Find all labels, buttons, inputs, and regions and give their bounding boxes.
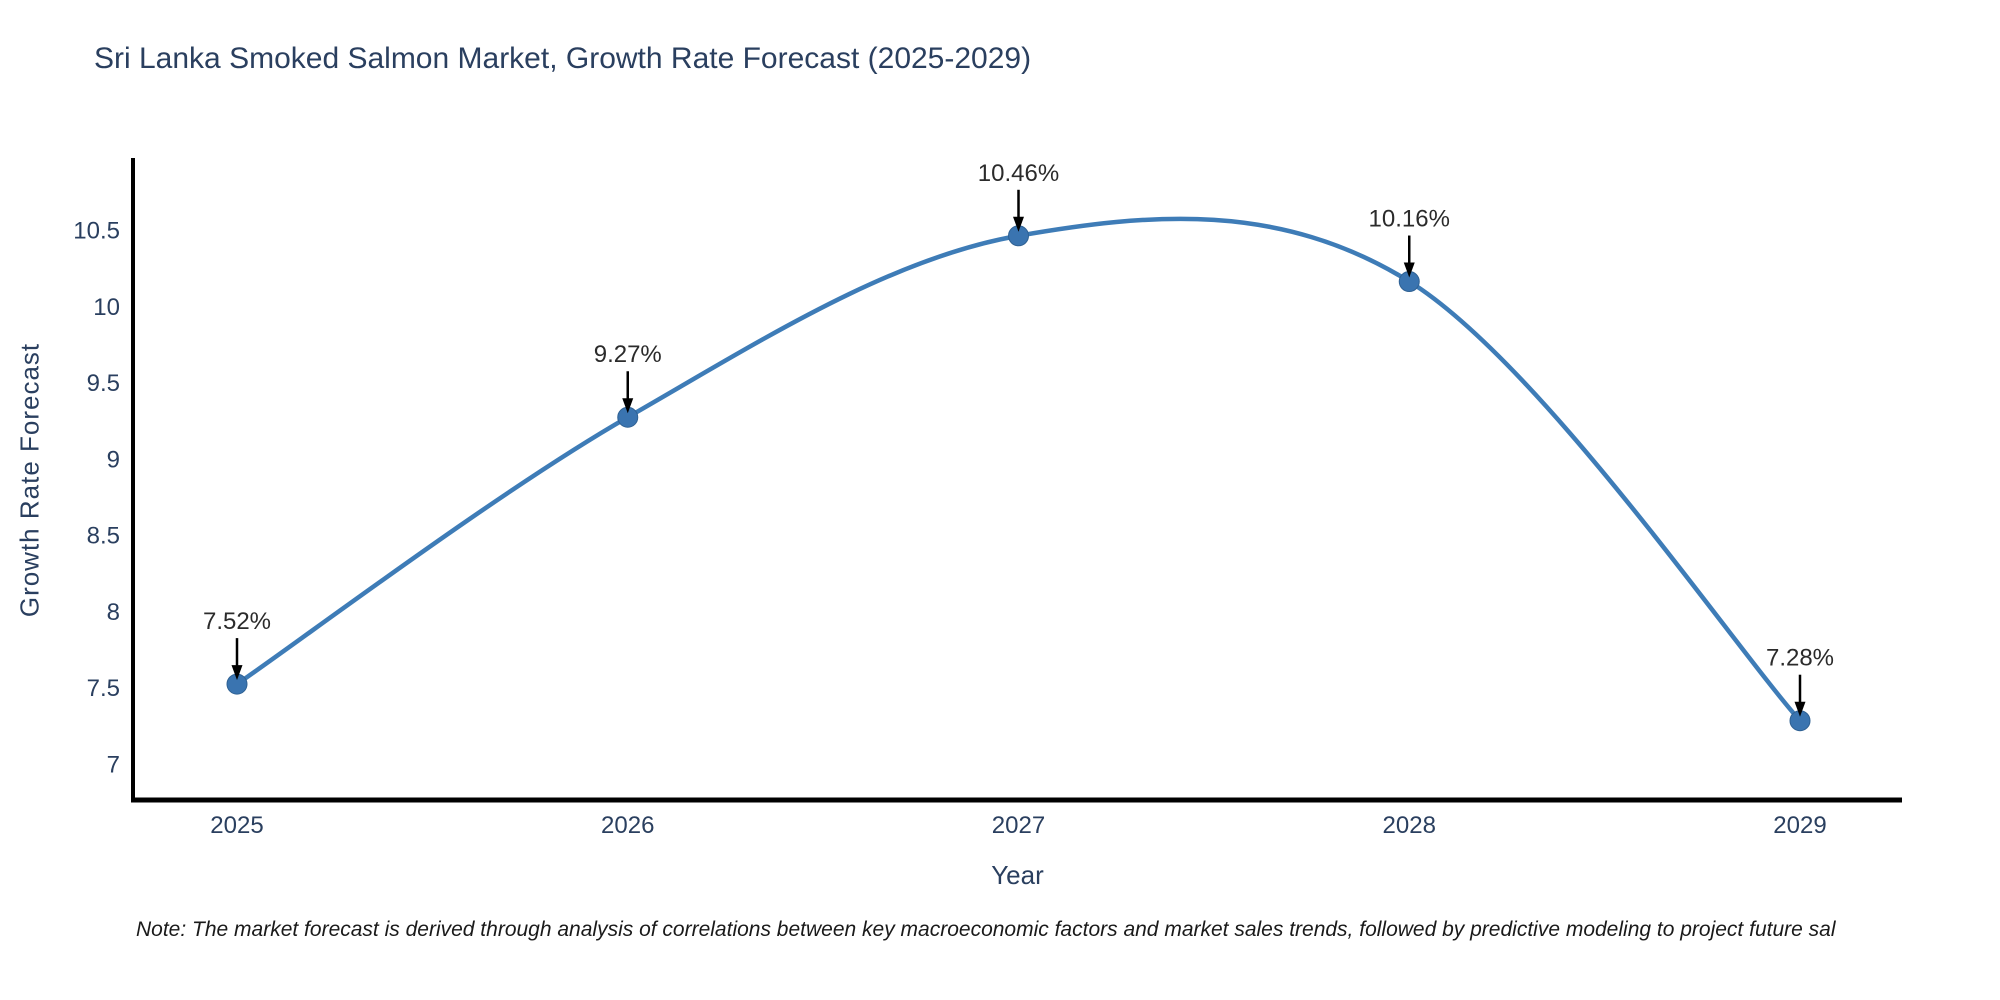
x-tick-label: 2027: [992, 812, 1045, 839]
annotation-arrowhead: [1794, 701, 1806, 717]
y-tick-label: 9.5: [87, 370, 120, 397]
annotation-arrowhead: [1013, 216, 1024, 232]
annotation-label: 10.46%: [978, 160, 1059, 187]
x-tick-label: 2029: [1773, 812, 1826, 839]
x-tick-label: 2025: [210, 812, 263, 839]
annotation-label: 10.16%: [1369, 206, 1450, 233]
x-axis-title: Year: [991, 860, 1044, 890]
trend-line: [234, 216, 1803, 723]
y-tick-label: 10: [93, 294, 120, 321]
annotation-label: 7.52%: [203, 608, 271, 635]
annotation-arrowhead: [1403, 262, 1415, 278]
y-tick-label: 7: [107, 751, 120, 778]
annotation-arrowhead: [231, 665, 243, 681]
y-tick-label: 8.5: [87, 523, 120, 550]
annotation-label: 9.27%: [594, 341, 662, 368]
y-tick-label: 7.5: [87, 675, 120, 702]
chart-title: Sri Lanka Smoked Salmon Market, Growth R…: [94, 42, 1032, 75]
x-tick-label: 2028: [1383, 812, 1436, 839]
y-tick-label: 9: [107, 446, 120, 473]
annotation-arrowhead: [622, 398, 634, 414]
y-tick-label: 10.5: [73, 218, 120, 245]
footnote: Note: The market forecast is derived thr…: [136, 918, 1836, 941]
x-tick-label: 2026: [601, 812, 654, 839]
annotation-label: 7.28%: [1766, 645, 1834, 672]
y-tick-label: 8: [107, 599, 120, 626]
